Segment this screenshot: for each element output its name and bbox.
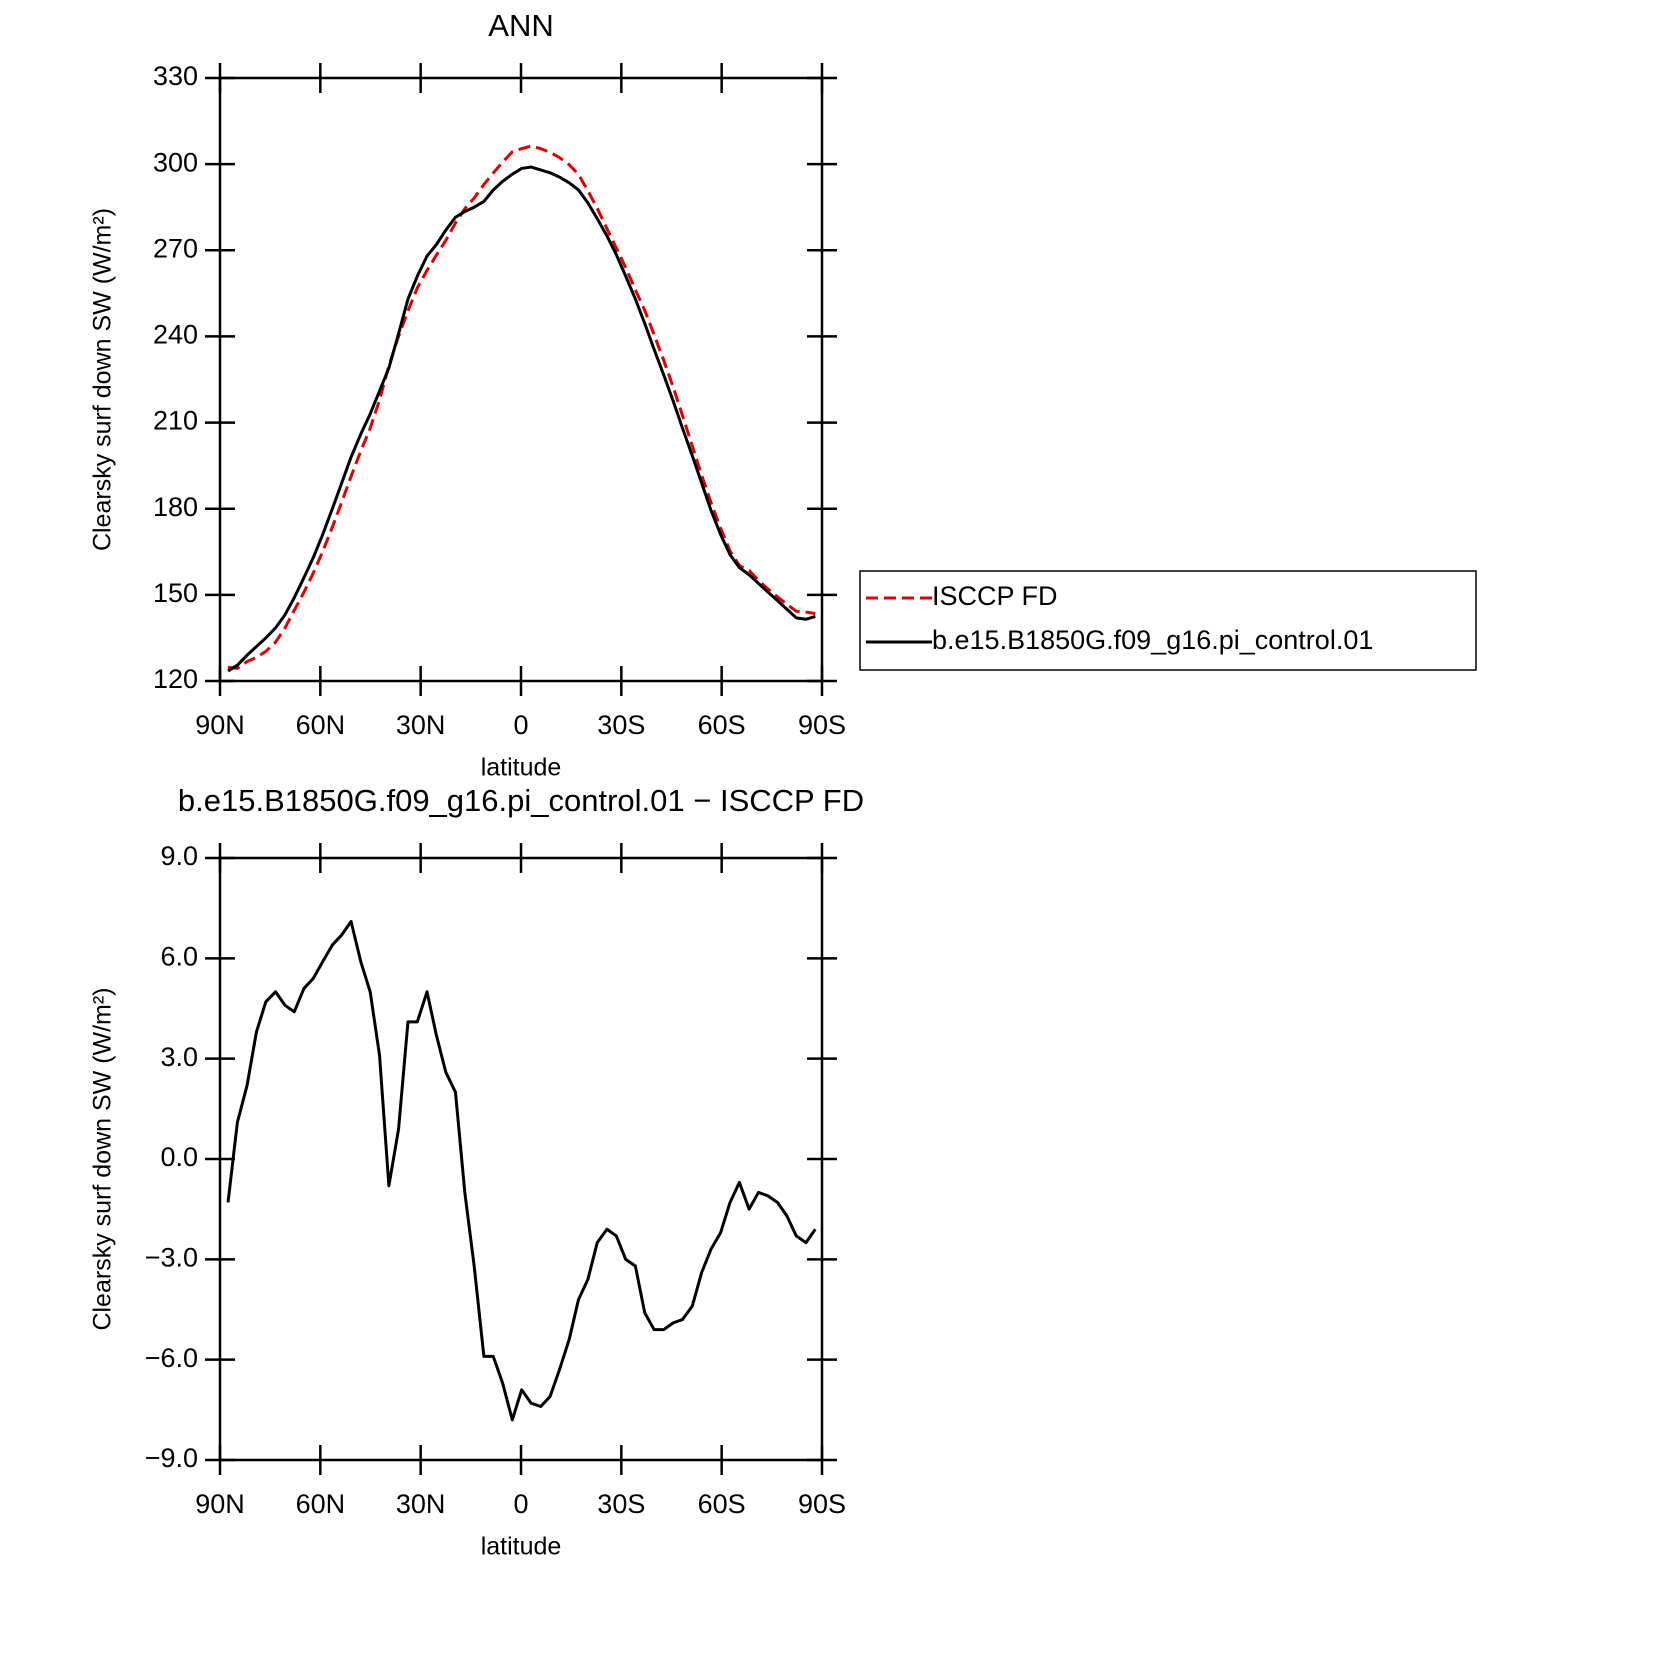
y-tick-label: 6.0	[160, 941, 198, 971]
x-tick-label: 60S	[698, 1489, 746, 1519]
x-tick-label: 30S	[597, 1489, 645, 1519]
y-tick-label: 330	[153, 61, 198, 91]
y-tick-label: 3.0	[160, 1042, 198, 1072]
y-tick-label: 0.0	[160, 1142, 198, 1172]
chart-title: b.e15.B1850G.f09_g16.pi_control.01 − ISC…	[178, 783, 864, 818]
y-axis-label: Clearsky surf down SW (W/m²)	[89, 208, 117, 551]
x-tick-label: 30N	[396, 1489, 446, 1519]
x-tick-label: 60N	[296, 1489, 346, 1519]
y-tick-label: 180	[153, 492, 198, 522]
x-tick-label: 90S	[798, 710, 846, 740]
y-tick-label: 120	[153, 664, 198, 694]
data-line	[226, 920, 817, 1422]
x-tick-label: 60N	[296, 710, 346, 740]
y-tick-label: 300	[153, 147, 198, 177]
x-tick-label: 90N	[195, 1489, 245, 1519]
y-tick-label: −3.0	[145, 1242, 198, 1272]
y-tick-label: −9.0	[145, 1443, 198, 1473]
x-tick-label: 90N	[195, 710, 245, 740]
x-tick-label: 30N	[396, 710, 446, 740]
legend-label: b.e15.B1850G.f09_g16.pi_control.01	[932, 625, 1373, 655]
data-line	[227, 144, 816, 670]
chart-title: ANN	[488, 8, 553, 43]
data-line	[227, 165, 816, 673]
x-axis-label: latitude	[481, 754, 562, 782]
x-tick-label: 0	[513, 710, 528, 740]
plot-frame	[218, 856, 824, 1462]
y-tick-label: 210	[153, 406, 198, 436]
y-tick-label: 240	[153, 320, 198, 350]
y-axis-label: Clearsky surf down SW (W/m²)	[89, 987, 117, 1330]
x-tick-label: 60S	[698, 710, 746, 740]
y-tick-label: 9.0	[160, 841, 198, 871]
y-tick-label: −6.0	[145, 1343, 198, 1373]
legend-box	[859, 570, 1477, 671]
legend-label: ISCCP FD	[932, 581, 1058, 611]
x-tick-label: 30S	[597, 710, 645, 740]
x-axis-label: latitude	[481, 1533, 562, 1561]
x-tick-label: 0	[513, 1489, 528, 1519]
y-tick-label: 150	[153, 578, 198, 608]
y-tick-label: 270	[153, 233, 198, 263]
x-tick-label: 90S	[798, 1489, 846, 1519]
